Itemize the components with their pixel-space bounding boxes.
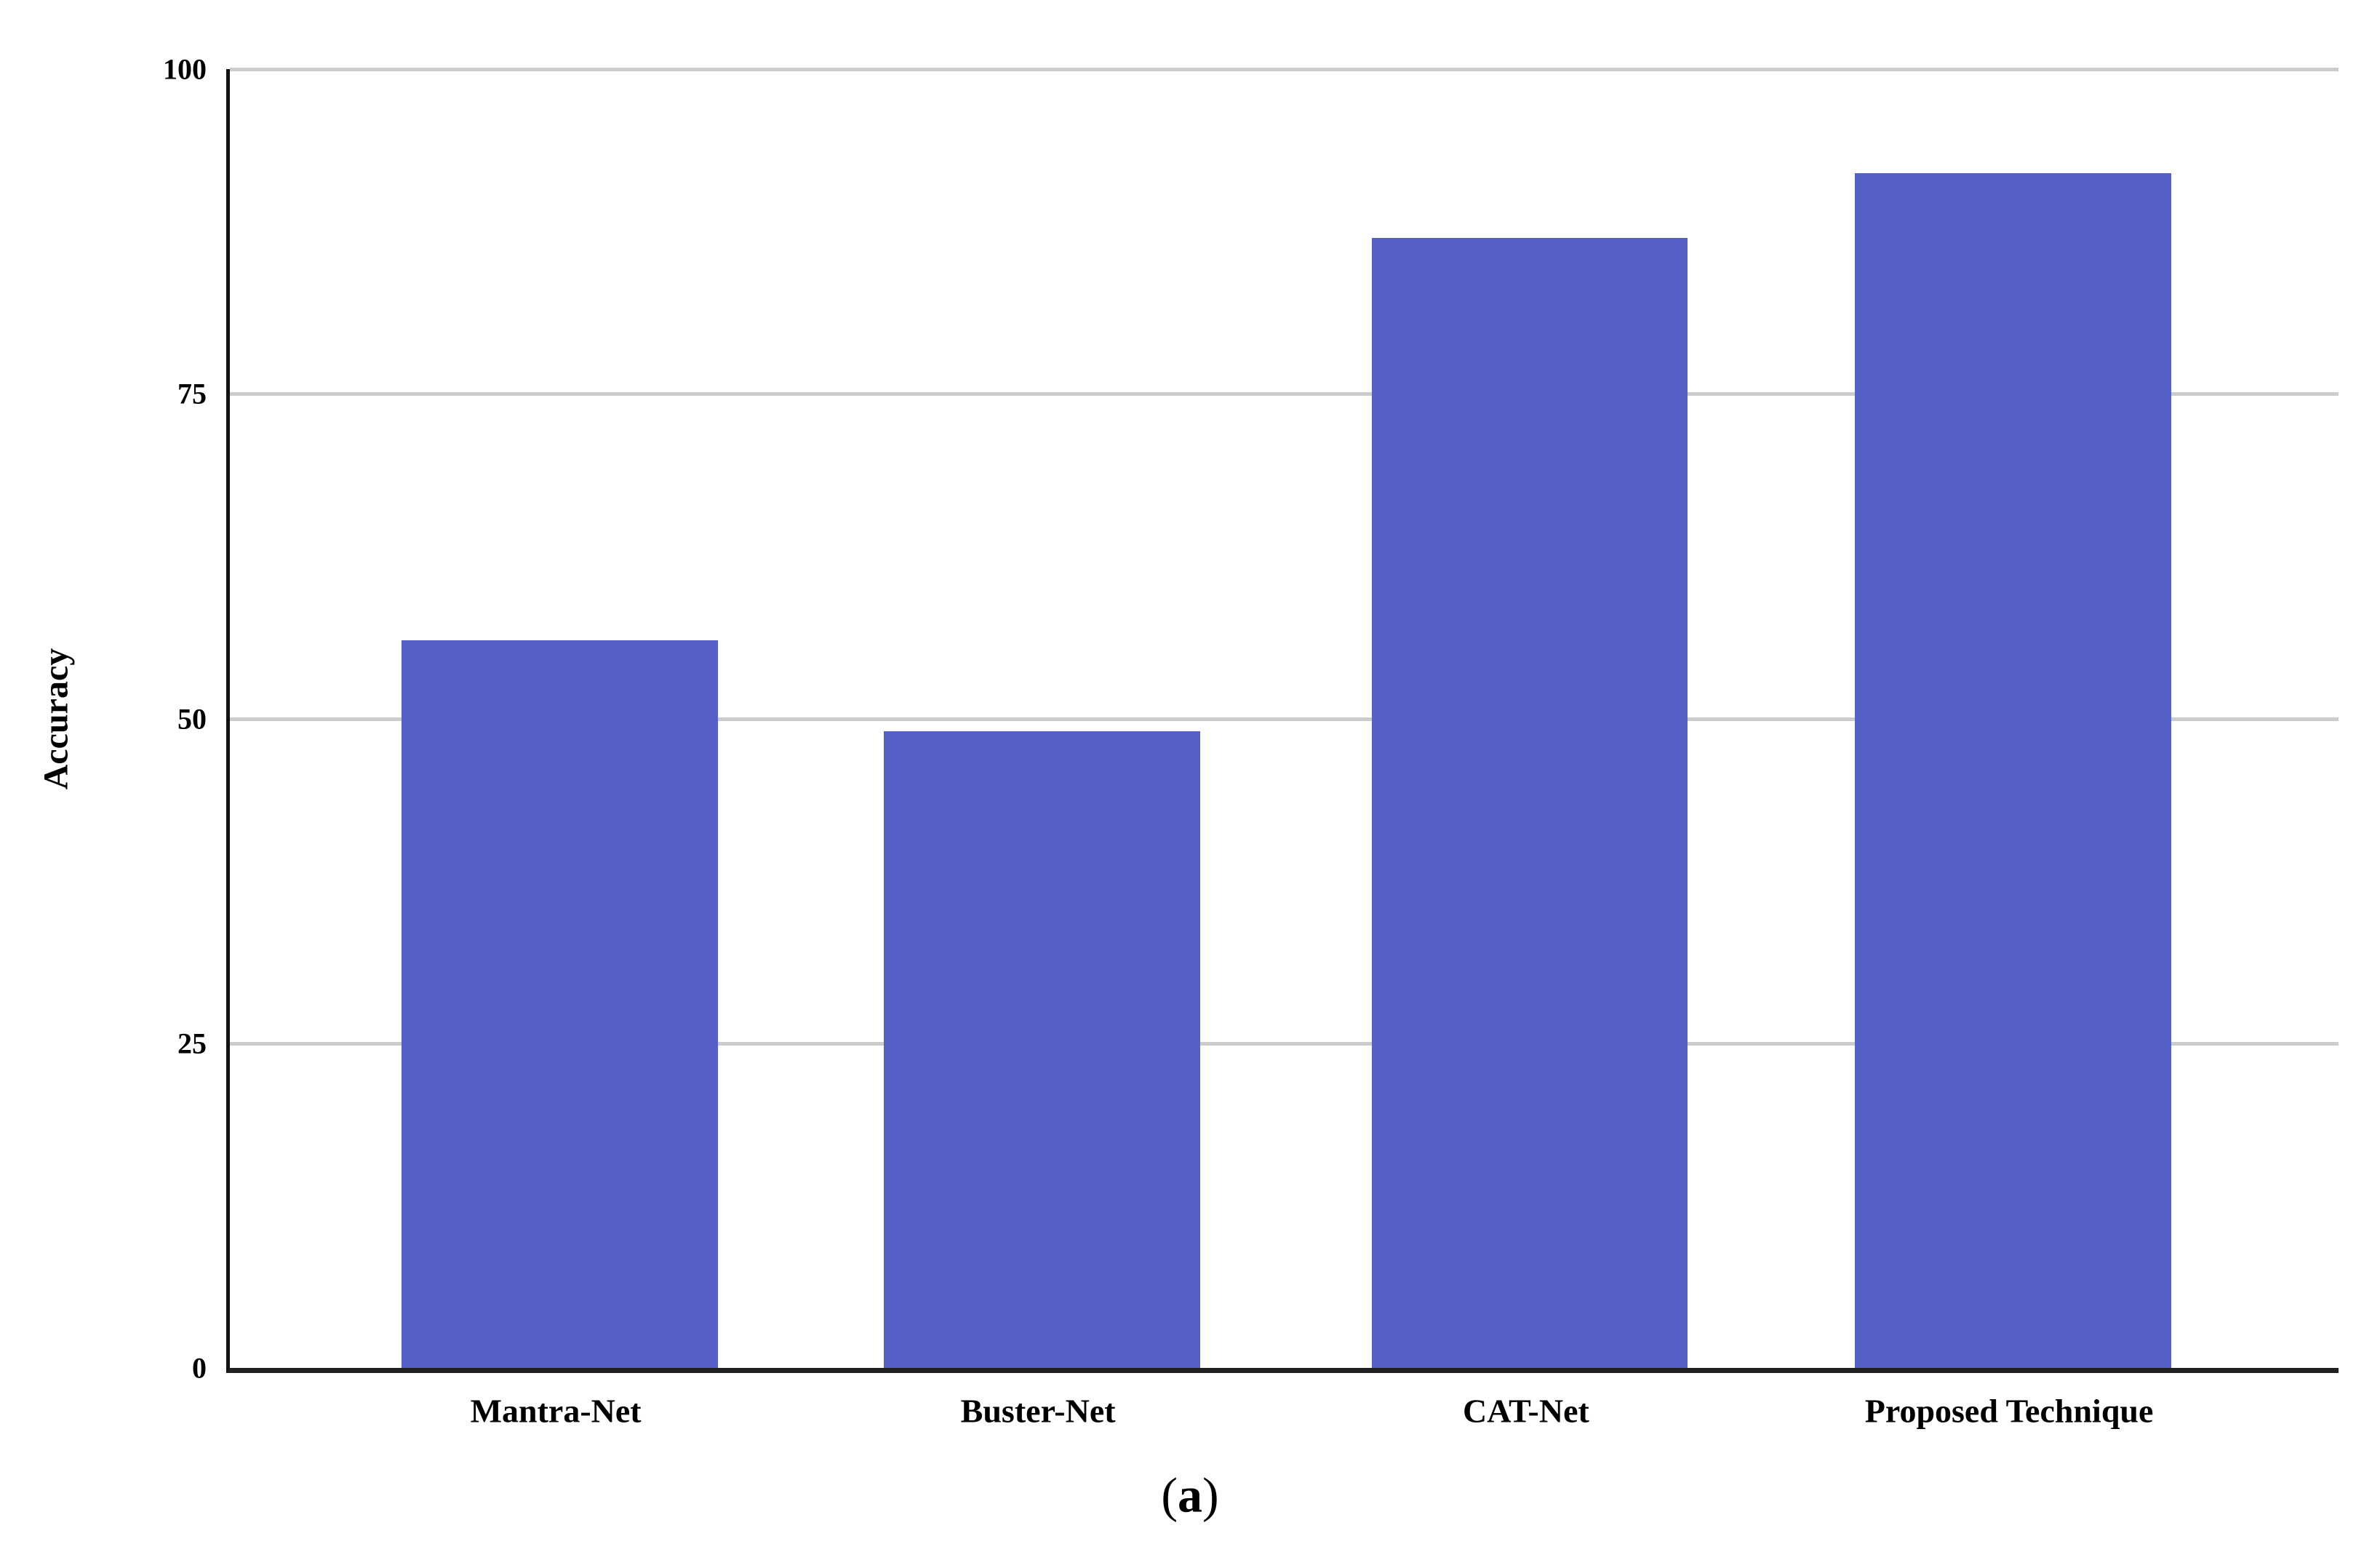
x-category-label-cat-net: CAT-Net xyxy=(1463,1392,1589,1430)
figure-caption: (a) xyxy=(1161,1467,1218,1524)
x-category-label-buster-net: Buster-Net xyxy=(960,1392,1116,1430)
gridline-y25 xyxy=(230,1041,2339,1046)
bar-proposed-technique xyxy=(1854,172,2171,1368)
y-tick-label-25: 25 xyxy=(177,1027,207,1060)
y-tick-label-100: 100 xyxy=(163,52,207,86)
y-axis-tick-labels: 0 25 50 75 100 xyxy=(0,53,207,1385)
gridline-y100 xyxy=(230,68,2339,71)
bar-mantra-net xyxy=(401,640,718,1368)
gridline-y75 xyxy=(230,392,2339,397)
x-category-label-proposed-technique: Proposed Technique xyxy=(1864,1392,2154,1430)
y-tick-label-50: 50 xyxy=(177,702,207,735)
bar-cat-net xyxy=(1371,238,1688,1368)
caption-open-paren: ( xyxy=(1161,1467,1178,1523)
gridline-y50 xyxy=(230,717,2339,721)
x-category-label-mantra-net: Mantra-Net xyxy=(470,1392,642,1430)
plot-area xyxy=(226,68,2339,1373)
caption-letter: a xyxy=(1178,1467,1202,1523)
x-axis-category-labels: Mantra-Net Buster-Net CAT-Net Proposed Tech… xyxy=(226,1373,2335,1453)
y-tick-label-75: 75 xyxy=(177,377,207,410)
bar-buster-net xyxy=(883,731,1200,1368)
caption-close-paren: ) xyxy=(1202,1467,1219,1523)
y-tick-label-0: 0 xyxy=(192,1351,207,1385)
